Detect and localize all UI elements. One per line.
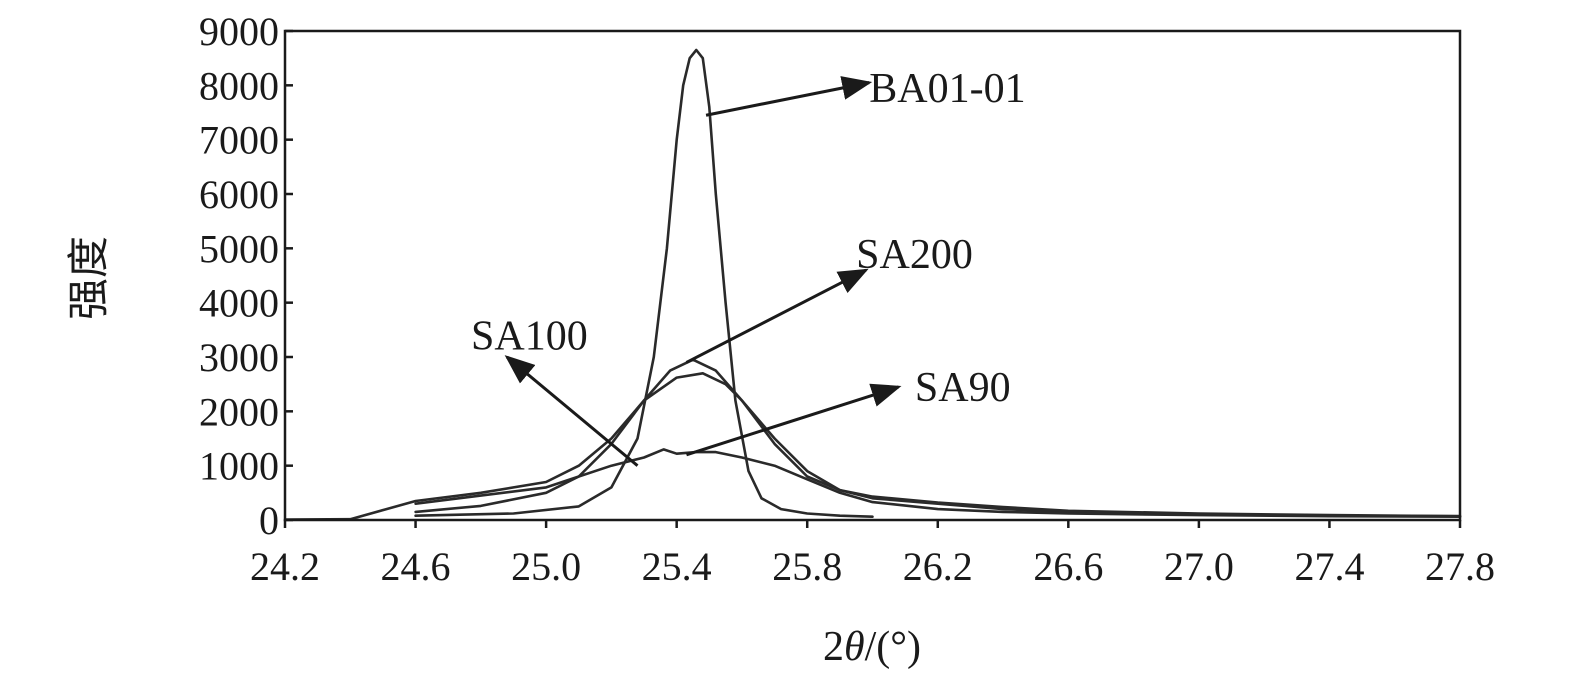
y-tick-label: 1000: [199, 444, 279, 489]
series-label-sa100: SA100: [471, 313, 588, 359]
series-label-ba01-01: BA01-01: [869, 66, 1025, 112]
x-tick-label: 25.4: [642, 544, 712, 589]
y-tick-label: 9000: [199, 9, 279, 54]
y-tick-label: 8000: [199, 63, 279, 108]
y-tick-label: 0: [259, 498, 279, 543]
series-line-sa100: [283, 372, 1462, 521]
x-tick-label: 27.0: [1164, 544, 1234, 589]
x-axis-title-suffix: /(°): [865, 624, 921, 670]
plot-area-frame: [283, 29, 1462, 522]
y-tick-label: 5000: [199, 226, 279, 271]
x-tick-label: 24.6: [381, 544, 451, 589]
x-axis-title-theta: θ: [844, 624, 865, 670]
x-tick-label: 26.2: [903, 544, 973, 589]
series-label-sa90: SA90: [915, 365, 1011, 411]
series-annotations: BA01-01 SA200 SA100 SA90: [471, 66, 1026, 467]
x-tick-label: 24.2: [250, 544, 320, 589]
series-lines: [283, 48, 1462, 521]
y-tick-label: 3000: [199, 335, 279, 380]
x-axis-title: 2θ/(°): [823, 624, 921, 670]
y-axis-ticks: 0 1000 2000 3000 4000 5000 6000 7000 8000 9000: [199, 9, 293, 543]
annotation-arrow-sa200: [685, 268, 869, 364]
annotation-arrow-ba01-01: [705, 76, 873, 117]
annotation-arrow-sa90: [686, 383, 902, 457]
x-axis-title-prefix: 2: [823, 624, 844, 670]
series-line-sa90: [414, 448, 1462, 518]
y-tick-label: 6000: [199, 172, 279, 217]
x-tick-label: 27.4: [1294, 544, 1364, 589]
y-tick-label: 7000: [199, 118, 279, 163]
x-axis-ticks: 24.2 24.6 25.0 25.4 25.8 26.2 26.6 27.0 27.4 27.8: [250, 520, 1495, 589]
x-tick-label: 26.6: [1033, 544, 1103, 589]
y-tick-label: 2000: [199, 389, 279, 434]
series-line-ba01-01: [414, 48, 874, 518]
annotation-arrow-sa100: [504, 355, 639, 467]
series-label-sa200: SA200: [856, 232, 973, 278]
x-tick-label: 25.0: [511, 544, 581, 589]
y-tick-label: 4000: [199, 281, 279, 326]
x-tick-label: 25.8: [772, 544, 842, 589]
y-axis-title: 强度: [67, 236, 113, 320]
x-tick-label: 27.8: [1425, 544, 1495, 589]
